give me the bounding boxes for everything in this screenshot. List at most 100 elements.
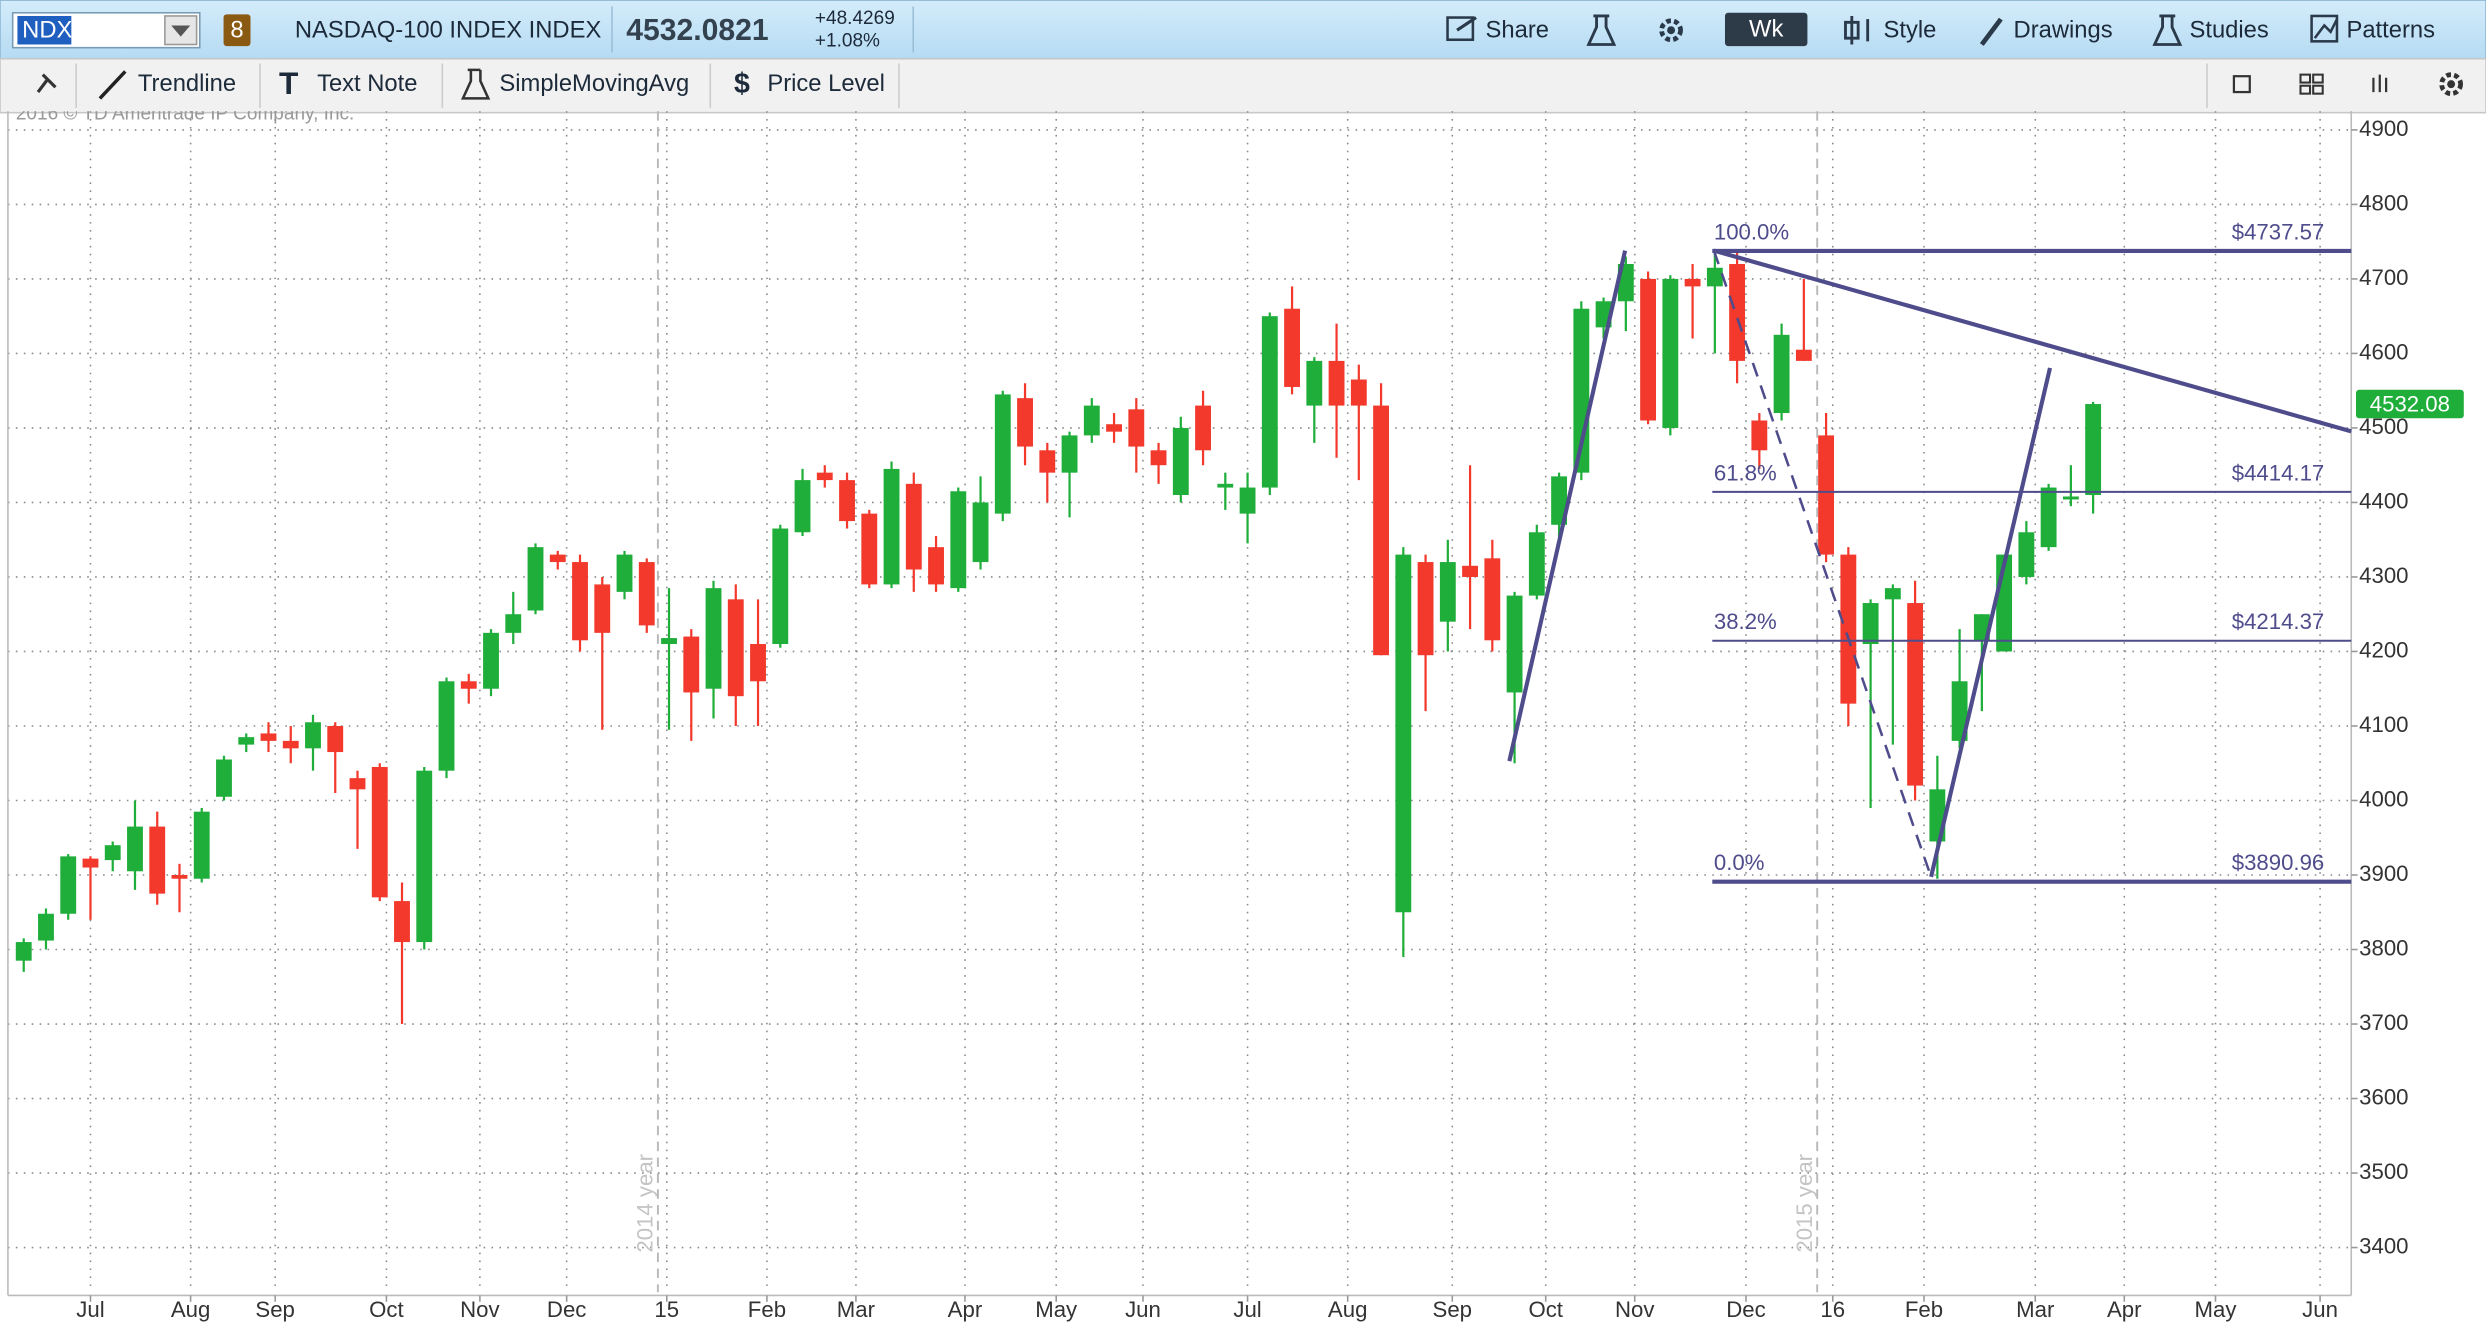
price-level-icon[interactable]: $ [734,68,750,100]
period-button[interactable] [1724,12,1808,47]
x-tick-label: Nov [1615,1297,1655,1322]
symbol[interactable]: NDX [22,16,72,43]
candle-body [1195,405,1211,451]
candle-body [905,483,922,570]
y-tick-label: 4800 [2359,190,2408,215]
candle-body [549,554,566,563]
x-tick-label: 15 [654,1297,679,1322]
y-tick-label: 4200 [2359,637,2408,662]
candle-body [1106,424,1122,432]
trendline[interactable] [1713,248,2352,434]
fibonacci-anchor-line[interactable] [1712,250,1933,878]
drawing-toolbar: Trendline T Text Note SimpleMovingAvg $ … [0,57,2486,114]
candle-body [1306,360,1323,406]
candle-body [950,491,967,589]
candle-body [1439,562,1456,622]
studies-button[interactable]: Studies [2152,14,2269,46]
x-tick-label: Sep [255,1297,294,1322]
candle-body [1840,554,1857,704]
style-label[interactable]: Style [1884,16,1937,43]
x-tick-label: Jul [1233,1297,1261,1322]
chart-settings[interactable] [2439,72,2464,97]
x-tick-label: Apr [948,1297,983,1322]
candle-body [1061,435,1078,473]
settings-icon[interactable] [1659,18,1683,43]
tool-text-note[interactable]: Text Note [317,70,417,97]
share-button[interactable]: Share [1446,16,1549,43]
layout-single[interactable] [2232,75,2251,94]
user-drawings: 100.0% $4737.57 61.8% $4414.17 38.2% $4214.37… [1507,219,2352,884]
candle-body [2062,496,2079,500]
y-tick-label: 3600 [2359,1084,2408,1109]
tool-sma[interactable]: SimpleMovingAvg [499,70,689,97]
last-price-label: 4532.08 [2370,391,2450,416]
style-button[interactable]: Style [1844,15,1937,45]
x-tick-label: 16 [1820,1297,1845,1322]
fib-label: 0.0% [1714,850,1765,875]
candle-body [149,826,166,894]
x-tick-label: Aug [1328,1297,1367,1322]
candle-body [1528,532,1545,596]
x-tick-label: Feb [748,1297,786,1322]
period-label[interactable]: Wk [1749,16,1783,43]
candle-body [1506,595,1523,693]
trendline[interactable] [1929,367,2053,878]
x-tick-label: Jun [2302,1297,2338,1322]
candle-body [305,722,321,749]
drawings-button[interactable]: Drawings [1979,16,2113,46]
candle-body [394,901,410,943]
fib-label: 38.2% [1714,609,1777,634]
candle-body [1373,405,1389,656]
share-label[interactable]: Share [1486,16,1549,43]
y-tick-label: 4000 [2359,786,2408,811]
fib-price-label: $4414.17 [2232,460,2325,485]
copyright: 2016 © TD Ameritrade IP Company, Inc. [16,103,355,124]
text-icon[interactable]: T [279,65,299,101]
candle-body [750,644,766,682]
candle-body [1417,562,1434,656]
candle-body [1884,588,1901,600]
candle-body [1751,420,1768,451]
candle-body [972,502,989,563]
x-tick-label: Sep [1433,1297,1472,1322]
candle-body [816,472,833,481]
candle-body [839,480,855,522]
x-tick-label: Apr [2107,1297,2142,1322]
candle-body [505,614,522,633]
patterns-button[interactable]: Patterns [2310,14,2436,43]
candle-body [1551,476,1568,525]
candle-body [60,856,77,914]
studies-label[interactable]: Studies [2190,16,2269,43]
candle-body [38,913,54,941]
y-tick-label: 3500 [2359,1159,2408,1184]
candle-body [1172,427,1189,496]
x-tick-label: Dec [547,1297,586,1322]
x-tick-label: Jul [76,1297,104,1322]
tool-trendline[interactable]: Trendline [138,70,236,97]
candle-body [483,632,499,689]
candle-body [1640,278,1657,421]
candle-body [928,547,944,585]
candle-body [15,942,32,961]
trendline[interactable] [1507,250,1628,762]
net-change: +48.4269 [815,8,895,29]
x-tick-label: Dec [1726,1297,1765,1322]
y-tick-label: 4700 [2359,265,2408,290]
layout-grid[interactable] [2299,73,2324,95]
layout-all[interactable] [2372,74,2388,93]
candle-body [460,681,477,689]
tool-price-level[interactable]: Price Level [767,70,885,97]
y-tick-label: 4400 [2359,488,2408,513]
drawings-label[interactable]: Drawings [2014,16,2113,43]
flask-icon[interactable] [1586,14,1617,46]
candle-body [82,858,99,868]
candle-body [883,468,900,585]
pin-icon[interactable] [36,73,57,94]
candle-body [594,584,611,633]
year-label: 2014 year [633,1153,658,1252]
fib-price-label: $4737.57 [2232,219,2325,244]
candle-body [705,588,722,689]
candle-body [1128,409,1145,447]
patterns-label[interactable]: Patterns [2346,16,2435,43]
candle-body [1328,360,1345,406]
